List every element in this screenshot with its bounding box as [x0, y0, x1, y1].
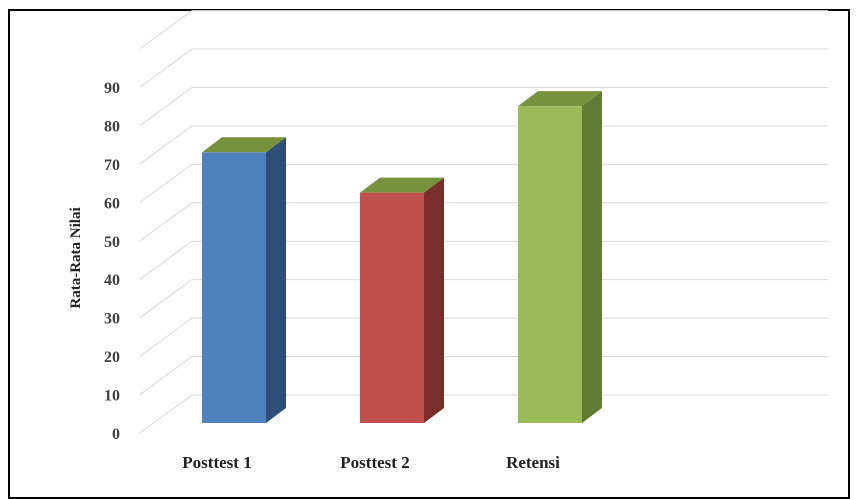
gridline	[139, 10, 828, 50]
bar-2	[360, 177, 444, 423]
gridline	[139, 356, 828, 395]
y-tick-label: 70	[104, 157, 120, 174]
y-tick-label: 60	[104, 195, 120, 212]
y-tick-label: 0	[112, 426, 120, 443]
x-category-label: Retensi	[506, 453, 560, 472]
gridline	[139, 125, 828, 165]
y-tick-label: 50	[104, 234, 120, 251]
y-axis-label: Rata-Rata Nilai	[68, 207, 84, 308]
y-tick-label: 80	[104, 118, 120, 135]
bar-front	[202, 152, 266, 423]
x-category-label: Posttest 1	[182, 453, 251, 472]
bar-side	[582, 91, 602, 423]
gridline	[139, 240, 828, 280]
bar-front	[518, 106, 582, 423]
gridline	[139, 279, 828, 319]
y-tick-label: 20	[104, 349, 120, 366]
gridline	[139, 317, 828, 357]
bar-side	[266, 137, 286, 423]
bar-side	[424, 177, 444, 423]
bar-front	[360, 192, 424, 423]
gridline	[139, 48, 828, 88]
x-axis-categories: Posttest 1 Posttest 2 Retensi	[182, 453, 560, 472]
gridline	[139, 202, 828, 242]
bar-3	[518, 91, 602, 423]
y-axis-ticks: 0 10 20 30 40 50 60 70 80 90	[104, 80, 120, 443]
bar-1	[202, 137, 286, 423]
y-tick-label: 10	[104, 388, 120, 405]
y-tick-label: 40	[104, 272, 120, 289]
bar-top	[360, 177, 444, 193]
gridlines	[139, 10, 828, 434]
gridline	[139, 163, 828, 203]
y-tick-label: 90	[104, 80, 120, 97]
bar-top	[518, 91, 602, 107]
y-tick-label: 30	[104, 311, 120, 328]
bar-chart: 0 10 20 30 40 50 60 70 80 90 Posttest 1 Posttest 2…	[68, 10, 828, 472]
gridline	[139, 394, 828, 434]
bars	[202, 91, 602, 423]
bar-top	[202, 137, 286, 153]
gridline	[139, 86, 828, 126]
x-category-label: Posttest 2	[340, 453, 409, 472]
